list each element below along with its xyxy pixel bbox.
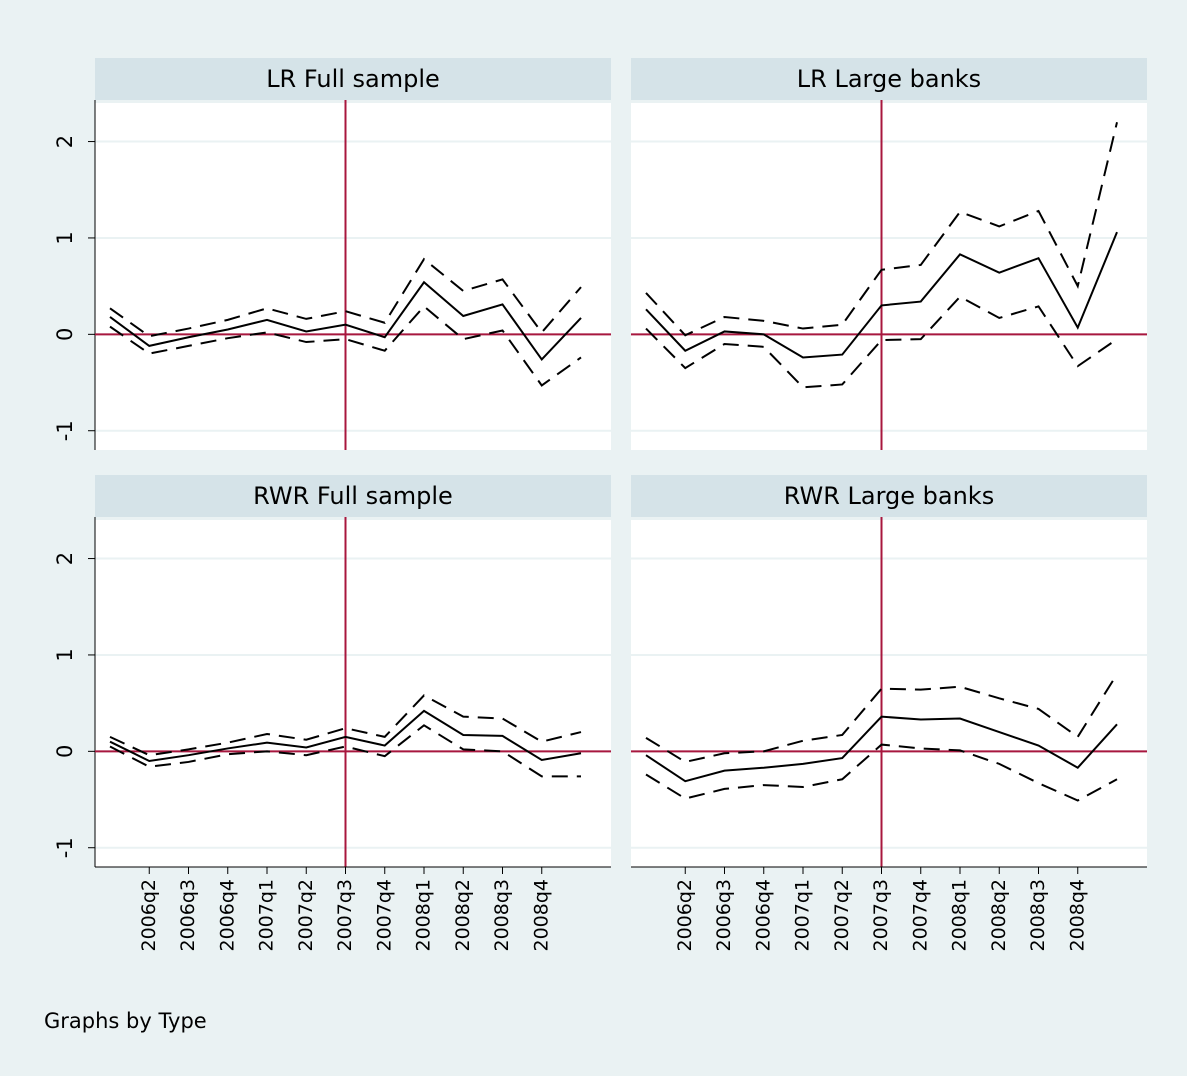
panel-title: LR Full sample <box>266 65 440 93</box>
x-tick-label: 2006q4 <box>216 879 238 952</box>
series-line <box>645 743 1118 802</box>
series-line <box>109 709 582 763</box>
y-tick-label: -1 <box>53 420 77 441</box>
x-tick-label: 2007q3 <box>334 879 356 952</box>
series-line <box>645 715 1118 783</box>
x-tick-label: 2008q1 <box>413 879 435 952</box>
x-tick-label: 2008q2 <box>988 879 1010 952</box>
x-tick-label: 2007q1 <box>792 879 814 952</box>
x-tick-label: 2007q2 <box>831 879 853 952</box>
panel-title: LR Large banks <box>797 65 981 93</box>
series-line <box>645 122 1118 337</box>
x-tick-label: 2007q4 <box>909 879 931 952</box>
x-tick-label: 2008q3 <box>1027 879 1049 952</box>
series-line <box>645 295 1118 389</box>
plot-area <box>95 103 611 450</box>
panel-header <box>631 58 1147 100</box>
panel-header <box>95 58 611 100</box>
x-tick-label: 2006q2 <box>138 879 160 952</box>
y-tick-label: 0 <box>53 328 77 341</box>
series-line <box>109 257 582 338</box>
y-tick-label: 0 <box>53 745 77 758</box>
panel-title: RWR Large banks <box>784 482 994 510</box>
panel-header <box>631 475 1147 517</box>
x-tick-label: 2008q4 <box>1066 879 1088 952</box>
x-tick-label: 2007q4 <box>373 879 395 952</box>
y-tick-label: 1 <box>53 648 77 661</box>
series-line <box>645 673 1118 763</box>
x-tick-label: 2008q3 <box>491 879 513 952</box>
panel-title: RWR Full sample <box>253 482 453 510</box>
x-tick-label: 2006q2 <box>674 879 696 952</box>
x-tick-label: 2007q2 <box>295 879 317 952</box>
x-tick-label: 2008q2 <box>452 879 474 952</box>
y-tick-label: 2 <box>53 552 77 565</box>
series-line <box>109 280 582 361</box>
y-tick-label: -1 <box>53 837 77 858</box>
x-tick-label: 2006q4 <box>752 879 774 952</box>
x-tick-label: 2008q4 <box>530 879 552 952</box>
series-line <box>109 724 581 778</box>
note: Graphs by Type <box>44 1009 207 1033</box>
plot-area <box>631 520 1147 867</box>
x-tick-label: 2006q3 <box>177 879 199 952</box>
x-tick-label: 2008q1 <box>949 879 971 952</box>
x-tick-label: 2007q1 <box>256 879 278 952</box>
panel-header <box>95 475 611 517</box>
x-tick-label: 2007q3 <box>870 879 892 952</box>
plot-area <box>631 103 1147 450</box>
series-line <box>645 231 1118 359</box>
y-tick-label: 2 <box>53 135 77 148</box>
series-line <box>109 694 582 757</box>
x-tick-label: 2006q3 <box>713 879 735 952</box>
series-line <box>109 304 582 387</box>
y-tick-label: 1 <box>53 231 77 244</box>
plot-area <box>95 520 611 867</box>
